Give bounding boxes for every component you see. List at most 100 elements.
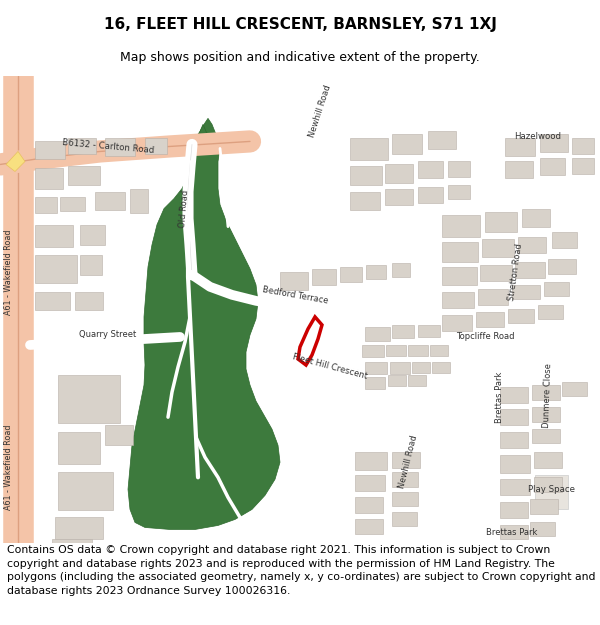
Bar <box>418 186 443 202</box>
Bar <box>392 262 410 277</box>
Bar <box>385 189 413 204</box>
Polygon shape <box>128 124 280 529</box>
Bar <box>540 159 565 174</box>
Text: Contains OS data © Crown copyright and database right 2021. This information is : Contains OS data © Crown copyright and d… <box>7 545 596 596</box>
Bar <box>80 255 102 275</box>
Bar <box>485 212 517 232</box>
Bar <box>388 375 406 386</box>
Bar <box>355 452 387 470</box>
Bar <box>530 522 555 536</box>
Bar <box>430 345 448 356</box>
Bar <box>58 432 100 464</box>
Bar <box>534 478 562 492</box>
Bar <box>448 161 470 176</box>
Text: Brettas Park: Brettas Park <box>496 371 505 423</box>
Text: Quarry Street: Quarry Street <box>79 331 137 339</box>
Bar <box>130 189 148 213</box>
Bar <box>480 265 512 281</box>
Bar <box>538 305 563 319</box>
Bar <box>532 407 560 422</box>
Bar <box>540 134 568 152</box>
Bar <box>392 452 420 468</box>
Bar <box>105 138 135 156</box>
Bar <box>442 267 477 285</box>
Bar <box>478 289 508 305</box>
Bar <box>350 166 382 184</box>
Bar <box>386 345 406 356</box>
Bar <box>572 138 594 154</box>
Bar <box>552 232 577 248</box>
Bar <box>534 452 562 468</box>
Bar <box>442 292 474 308</box>
Bar <box>390 362 410 374</box>
Bar <box>365 377 385 389</box>
Bar <box>75 292 103 310</box>
Bar <box>505 161 533 177</box>
Bar <box>548 259 576 274</box>
Bar <box>500 479 530 496</box>
Text: A61 - Wakefield Road: A61 - Wakefield Road <box>4 229 14 314</box>
Bar <box>340 267 362 282</box>
Bar <box>562 382 587 396</box>
Polygon shape <box>535 476 568 509</box>
Text: Brettas Park: Brettas Park <box>487 528 538 537</box>
Bar <box>500 526 528 539</box>
Text: Newhill Road: Newhill Road <box>397 434 419 490</box>
Bar <box>412 362 430 373</box>
Bar <box>362 345 384 357</box>
Bar <box>418 161 443 177</box>
Bar <box>355 476 385 491</box>
Bar <box>500 455 530 473</box>
Bar <box>312 269 336 285</box>
Bar <box>355 519 383 534</box>
Bar <box>35 197 57 212</box>
Text: A61 - Wakefield Road: A61 - Wakefield Road <box>4 424 14 510</box>
Text: Newhill Road: Newhill Road <box>307 84 333 139</box>
Bar <box>35 255 77 282</box>
Bar <box>55 518 103 539</box>
Bar <box>350 138 388 161</box>
Bar <box>95 191 125 209</box>
Bar <box>544 282 569 296</box>
Bar <box>442 242 478 262</box>
Bar <box>68 166 100 184</box>
Bar <box>392 512 417 526</box>
Text: Stretton Road: Stretton Road <box>508 242 524 301</box>
Bar <box>500 432 528 448</box>
Bar <box>448 184 470 199</box>
Bar <box>522 209 550 227</box>
Bar <box>80 224 105 245</box>
Bar <box>58 472 113 511</box>
Bar <box>35 224 73 247</box>
Bar <box>145 138 167 154</box>
Text: Map shows position and indicative extent of the property.: Map shows position and indicative extent… <box>120 51 480 64</box>
Bar <box>532 429 560 443</box>
Bar <box>500 409 528 425</box>
Bar <box>515 262 545 278</box>
Bar <box>572 159 594 174</box>
Bar <box>35 169 63 189</box>
Text: B6132 - Carlton Road: B6132 - Carlton Road <box>62 138 154 155</box>
Bar <box>392 325 414 338</box>
Bar <box>518 237 546 252</box>
Bar <box>365 327 390 341</box>
Text: Play Space: Play Space <box>529 485 575 494</box>
Text: Topcliffe Road: Topcliffe Road <box>456 332 514 341</box>
Bar <box>392 134 422 154</box>
Bar <box>442 214 480 237</box>
Text: Hazelwood: Hazelwood <box>515 132 562 141</box>
Text: Fleet Hill Crescent: Fleet Hill Crescent <box>292 352 368 381</box>
Text: 16, FLEET HILL CRESCENT, BARNSLEY, S71 1XJ: 16, FLEET HILL CRESCENT, BARNSLEY, S71 1… <box>104 17 496 32</box>
Bar <box>35 292 70 310</box>
Bar <box>366 265 386 279</box>
Bar <box>532 385 560 400</box>
Bar <box>432 362 450 373</box>
Bar <box>52 539 92 558</box>
Bar <box>512 285 540 299</box>
Bar <box>58 375 120 423</box>
Text: Old Road: Old Road <box>178 189 190 228</box>
Bar <box>408 345 428 356</box>
Polygon shape <box>6 151 25 171</box>
Bar <box>392 472 418 488</box>
Bar <box>505 138 535 156</box>
